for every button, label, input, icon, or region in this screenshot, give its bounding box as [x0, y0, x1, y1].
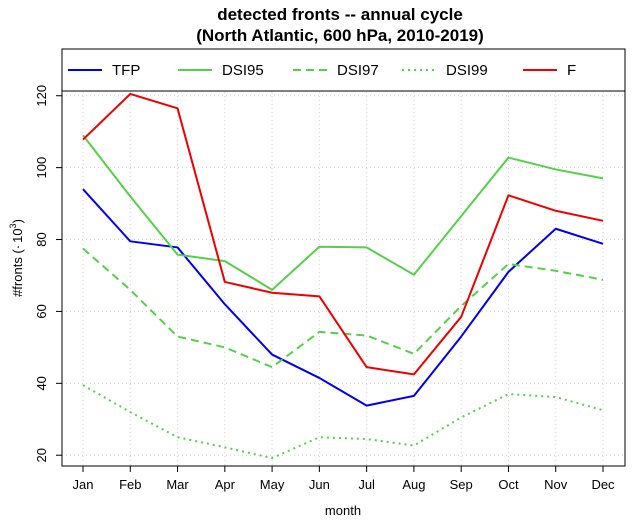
- x-tick-label-aug: Aug: [402, 477, 425, 492]
- x-tick-label-nov: Nov: [544, 477, 568, 492]
- y-axis-ticks: 20 40 60 80 100 120: [34, 85, 62, 462]
- x-tick-label-apr: Apr: [215, 477, 236, 492]
- series-line-f: [82, 92, 604, 376]
- x-tick-label-dec: Dec: [591, 477, 615, 492]
- y-tick-label-60: 60: [34, 304, 49, 318]
- grid-lines: [62, 92, 625, 466]
- legend-label-dsi99: DSI99: [446, 62, 488, 79]
- y-axis-label-main: #fronts (: [10, 249, 25, 297]
- plot-frame: [61, 48, 626, 467]
- legend-label-dsi97: DSI97: [337, 62, 379, 79]
- x-tick-label-jul: Jul: [358, 477, 375, 492]
- series-line-tfp: [82, 188, 604, 407]
- chart-subtitle: (North Atlantic, 600 hPa, 2010-2019): [196, 26, 484, 45]
- legend-label-f: F: [567, 62, 576, 79]
- y-tick-label-120: 120: [34, 85, 49, 107]
- y-axis-label-close: ): [10, 219, 25, 223]
- y-tick-label-40: 40: [34, 376, 49, 390]
- x-tick-label-oct: Oct: [498, 477, 519, 492]
- y-tick-label-80: 80: [34, 232, 49, 246]
- series-line-dsi95: [82, 134, 604, 291]
- legend-label-tfp: TFP: [112, 62, 140, 79]
- series-line-dsi99: [82, 384, 604, 460]
- legend: TFP DSI95 DSI97 DSI99 F: [68, 62, 576, 79]
- y-axis-label-base: 10: [10, 228, 25, 242]
- y-axis-label-exponent: 3: [8, 223, 18, 228]
- y-axis-label: #fronts (· 103): [8, 219, 25, 297]
- y-axis-label-dot: ·: [10, 245, 25, 249]
- x-axis-label: month: [325, 503, 361, 518]
- legend-label-dsi95: DSI95: [222, 62, 264, 79]
- x-tick-label-sep: Sep: [450, 477, 473, 492]
- x-tick-label-feb: Feb: [119, 477, 141, 492]
- x-tick-label-jan: Jan: [73, 477, 94, 492]
- y-tick-label-100: 100: [34, 157, 49, 179]
- y-tick-label-20: 20: [34, 448, 49, 462]
- x-tick-label-mar: Mar: [166, 477, 189, 492]
- x-axis-ticks: Jan Feb Mar Apr May Jun Jul Aug Sep Oct Nov Dec: [73, 466, 615, 492]
- series-line-dsi97: [82, 247, 604, 369]
- x-tick-label-may: May: [260, 477, 285, 492]
- chart-title: detected fronts -- annual cycle: [217, 5, 463, 24]
- series-lines: [82, 92, 604, 460]
- x-tick-label-jun: Jun: [309, 477, 330, 492]
